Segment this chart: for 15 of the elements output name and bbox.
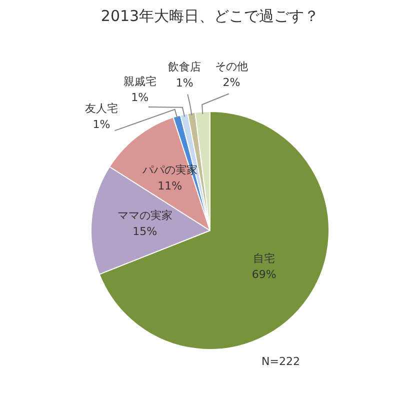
slice-label: 親戚宅 <box>123 74 156 88</box>
slice-label: 自宅 <box>253 252 276 266</box>
data-label: 15% <box>132 225 158 238</box>
data-label: 2% <box>222 76 240 89</box>
data-label: 1% <box>176 76 194 90</box>
data-label: 1% <box>131 90 149 104</box>
chart-title: 2013年大晦日、どこで過ごす？ <box>100 6 320 25</box>
data-label: 69% <box>252 268 276 282</box>
slice-label: ママの実家 <box>117 209 172 222</box>
data-label: 1% <box>92 118 110 131</box>
slice-label: 飲食店 <box>168 60 202 74</box>
slice-label: 友人宅 <box>84 102 118 115</box>
text: N=222 <box>262 354 300 368</box>
data-label: 11% <box>158 180 182 193</box>
slice-label: その他 <box>214 60 248 73</box>
